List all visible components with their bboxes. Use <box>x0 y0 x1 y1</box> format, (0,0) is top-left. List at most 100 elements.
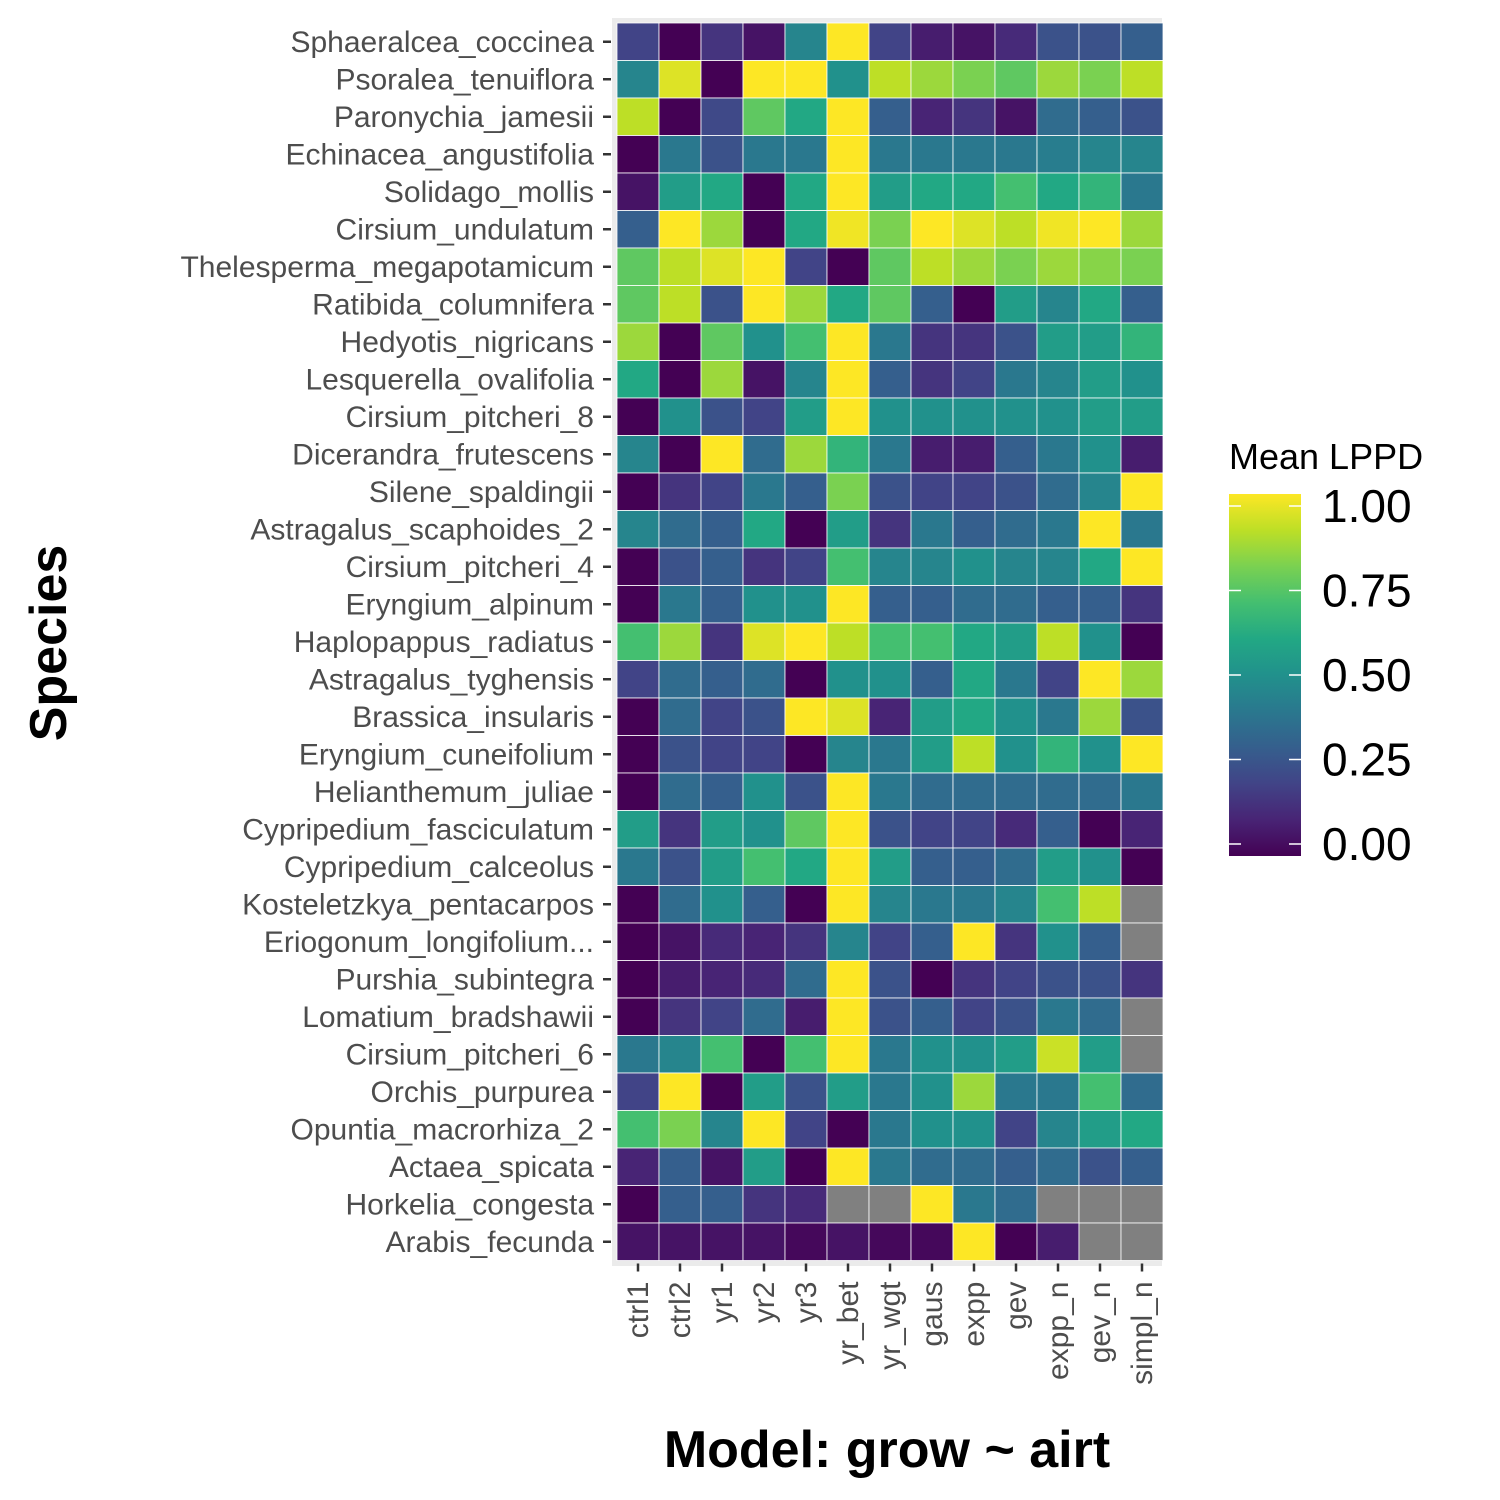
heatmap-cell <box>826 472 870 511</box>
heatmap-cell <box>700 922 744 961</box>
heatmap-cell <box>826 435 870 474</box>
heatmap-cell <box>700 772 744 811</box>
heatmap-cell <box>700 960 744 999</box>
heatmap-cell <box>742 285 786 324</box>
heatmap-cell <box>658 885 702 924</box>
heatmap-cell <box>1120 585 1164 624</box>
heatmap-cell <box>784 247 828 286</box>
heatmap-cell <box>826 1035 870 1074</box>
heatmap-cell <box>742 60 786 99</box>
heatmap-cell <box>994 660 1038 699</box>
heatmap-cell <box>952 360 996 399</box>
heatmap-cell <box>616 247 660 286</box>
heatmap-cell <box>868 22 912 61</box>
y-tick-label: Helianthemum_juliae <box>314 776 594 809</box>
heatmap-cell <box>1078 360 1122 399</box>
heatmap-cell <box>616 735 660 774</box>
heatmap-cell <box>742 960 786 999</box>
heatmap-cell <box>994 997 1038 1036</box>
heatmap-cell <box>742 622 786 661</box>
heatmap-cell <box>700 247 744 286</box>
heatmap-cell <box>952 472 996 511</box>
heatmap-cell <box>868 960 912 999</box>
heatmap-cell <box>700 510 744 549</box>
heatmap-cell <box>658 397 702 436</box>
heatmap-cell <box>784 772 828 811</box>
heatmap-cell <box>952 510 996 549</box>
heatmap-cell <box>616 1222 660 1261</box>
heatmap-cell <box>952 735 996 774</box>
heatmap-cell <box>1036 622 1080 661</box>
heatmap-cell <box>1078 547 1122 586</box>
heatmap-cell <box>616 435 660 474</box>
heatmap-cell <box>994 510 1038 549</box>
heatmap-cell <box>910 472 954 511</box>
heatmap-cell <box>952 172 996 211</box>
heatmap-cell <box>994 472 1038 511</box>
heatmap-cell <box>742 22 786 61</box>
heatmap-cell <box>616 885 660 924</box>
heatmap-cell <box>1078 1185 1122 1224</box>
heatmap-cell <box>658 585 702 624</box>
heatmap-cell <box>994 60 1038 99</box>
heatmap-cell <box>1120 22 1164 61</box>
heatmap-cell <box>868 247 912 286</box>
heatmap-cell <box>784 360 828 399</box>
heatmap-cell <box>910 547 954 586</box>
heatmap-cell <box>952 547 996 586</box>
heatmap-cell <box>658 435 702 474</box>
heatmap-cell <box>1036 60 1080 99</box>
heatmap-cell <box>700 210 744 249</box>
heatmap-cell <box>868 1185 912 1224</box>
x-tick-label: simpl_n <box>1126 1282 1159 1385</box>
heatmap-cell <box>1120 210 1164 249</box>
heatmap-cell <box>700 1222 744 1261</box>
y-tick-label: Kosteletzkya_pentacarpos <box>242 888 594 921</box>
heatmap-cell <box>994 285 1038 324</box>
heatmap-cell <box>658 697 702 736</box>
heatmap-cell <box>784 697 828 736</box>
y-tick-label: Psoralea_tenuiflora <box>335 63 594 96</box>
heatmap-cell <box>658 810 702 849</box>
heatmap-cell <box>910 922 954 961</box>
y-tick-label: Dicerandra_frutescens <box>292 438 594 471</box>
heatmap-cell <box>910 510 954 549</box>
heatmap-cell <box>1078 135 1122 174</box>
heatmap-cell <box>1120 622 1164 661</box>
heatmap-cell <box>1078 622 1122 661</box>
heatmap-cell <box>868 622 912 661</box>
heatmap-cell <box>1120 322 1164 361</box>
x-tick-label: ctrl1 <box>622 1282 655 1339</box>
heatmap-cell <box>1036 360 1080 399</box>
legend-tick-label: 1.00 <box>1322 480 1412 532</box>
heatmap-cell <box>952 585 996 624</box>
heatmap-cell <box>952 285 996 324</box>
heatmap-cell <box>742 397 786 436</box>
heatmap-cell <box>994 397 1038 436</box>
y-tick-label: Cirsium_pitcheri_6 <box>346 1038 594 1071</box>
heatmap-cell <box>826 1222 870 1261</box>
heatmap-cell <box>616 997 660 1036</box>
heatmap-cell <box>1078 660 1122 699</box>
heatmap-cell <box>658 135 702 174</box>
heatmap-cell <box>1036 1035 1080 1074</box>
heatmap-cell <box>994 585 1038 624</box>
heatmap-cell <box>826 97 870 136</box>
heatmap-cell <box>952 135 996 174</box>
heatmap-cell <box>616 960 660 999</box>
heatmap-cell <box>952 1185 996 1224</box>
heatmap-cell <box>868 585 912 624</box>
heatmap-cell <box>868 1222 912 1261</box>
heatmap-cell <box>616 810 660 849</box>
heatmap-cell <box>616 97 660 136</box>
heatmap-cell <box>910 285 954 324</box>
heatmap-cell <box>784 1222 828 1261</box>
heatmap-cell <box>910 585 954 624</box>
heatmap-cell <box>994 360 1038 399</box>
heatmap-cell <box>952 697 996 736</box>
y-tick-label: Astragalus_tyghensis <box>309 663 594 696</box>
y-tick-label: Hedyotis_nigricans <box>341 326 594 359</box>
heatmap-cell <box>868 547 912 586</box>
heatmap-cell <box>700 22 744 61</box>
y-tick-label: Purshia_subintegra <box>335 963 594 996</box>
